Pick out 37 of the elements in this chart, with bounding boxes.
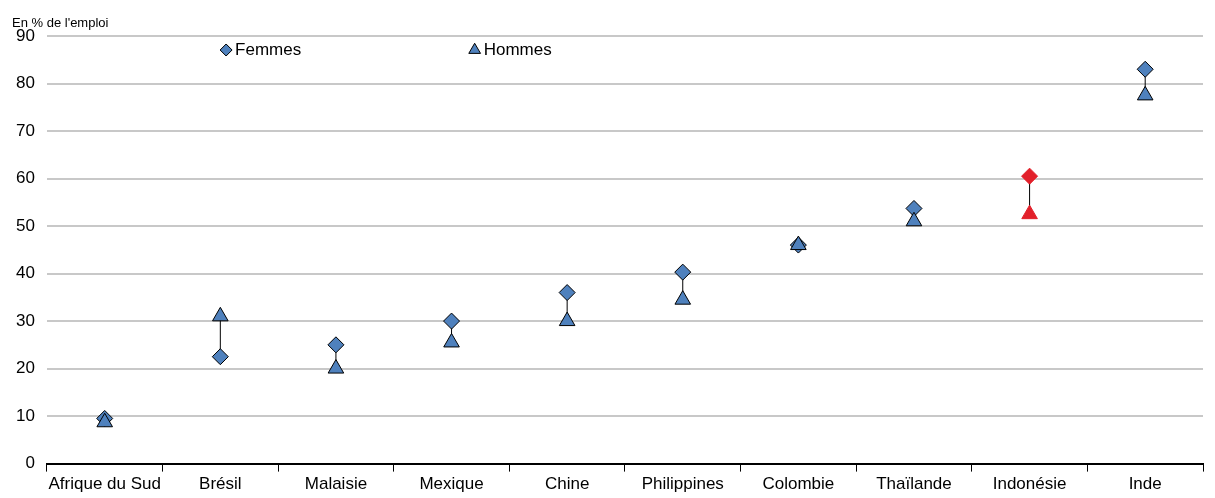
point <box>327 336 345 354</box>
x-tick-label: Indonésie <box>992 474 1067 494</box>
point <box>1021 167 1039 185</box>
legend-label: Hommes <box>483 39 552 59</box>
x-tick-label: Mexique <box>419 474 484 494</box>
point <box>1021 204 1038 220</box>
point <box>1136 60 1154 78</box>
point <box>558 311 576 327</box>
x-tick-label: Chine <box>544 474 590 494</box>
point <box>905 211 923 227</box>
point <box>212 306 229 322</box>
x-tick-label: Malaisie <box>304 474 368 494</box>
y-tick-label: 0 <box>25 453 35 473</box>
point <box>674 290 692 305</box>
x-tick-label: Colombie <box>762 474 835 494</box>
point <box>1136 85 1154 101</box>
y-tick-label: 20 <box>15 358 35 378</box>
y-tick-label: 40 <box>15 263 35 283</box>
point <box>211 348 229 366</box>
x-tick-label: Afrique du Sud <box>48 474 161 494</box>
y-tick-label: 10 <box>15 405 35 425</box>
x-tick-label: Thaïlande <box>876 474 952 494</box>
y-tick-label: 80 <box>15 73 35 93</box>
point <box>443 312 461 330</box>
y-tick-label: 50 <box>15 215 35 235</box>
point <box>558 284 576 302</box>
x-tick-label: Philippines <box>641 474 724 494</box>
y-tick-label: 30 <box>15 310 35 330</box>
point <box>674 263 692 281</box>
point <box>443 332 460 348</box>
point <box>905 199 923 217</box>
x-tick-label: Brésil <box>199 474 242 494</box>
point <box>327 359 345 374</box>
x-tick-label: Inde <box>1128 474 1162 494</box>
y-tick-label: 60 <box>15 168 35 188</box>
y-tick-label: 70 <box>15 120 35 140</box>
legend-label: Femmes <box>235 39 302 59</box>
